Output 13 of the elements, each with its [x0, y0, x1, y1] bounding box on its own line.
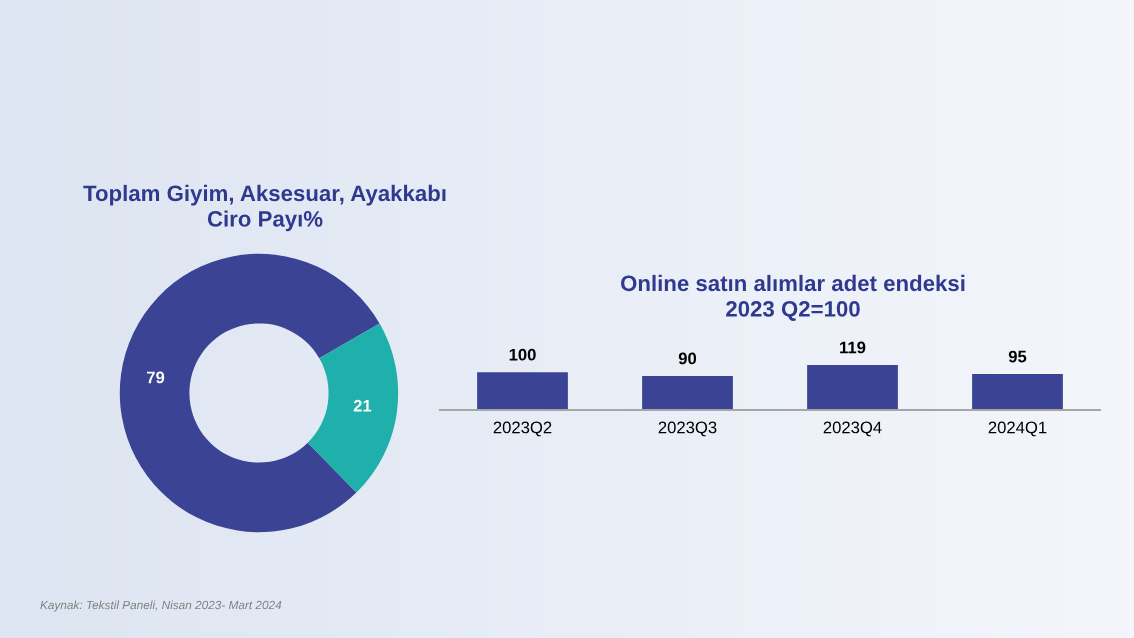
data-label: 119 — [840, 341, 866, 354]
x-tick-label: 2023Q2 — [493, 421, 552, 437]
chart-title: Online satın alımlar adet endeksi 2023 Q2=100 — [621, 274, 965, 321]
x-tick-label: 2024Q1 — [988, 421, 1047, 437]
data-label: 100 — [509, 348, 536, 361]
x-tick-label: 2023Q3 — [658, 421, 717, 437]
x-tick-label: 2023Q4 — [823, 421, 882, 437]
data-label: 21 — [353, 399, 372, 412]
text: Kaynak: Tekstil Paneli, Nisan 2023- Mart 2024 — [40, 600, 282, 612]
data-label: 95 — [1008, 350, 1027, 363]
data-label: 79 — [147, 371, 165, 384]
chart-title: Toplam Giyim, Aksesuar, Ayakkabı Ciro Payı% — [83, 184, 446, 232]
data-label: 90 — [678, 352, 697, 365]
